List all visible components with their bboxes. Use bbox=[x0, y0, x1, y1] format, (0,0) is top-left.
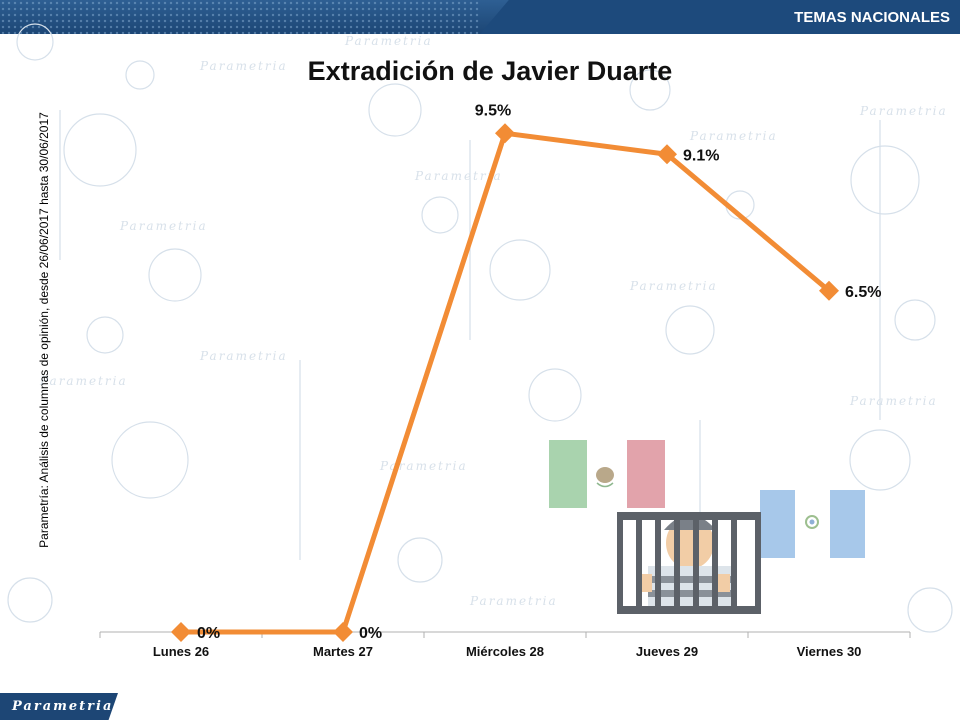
svg-text:Parametria: Parametria bbox=[199, 349, 288, 363]
data-markers bbox=[171, 123, 839, 642]
svg-text:Parametria: Parametria bbox=[414, 169, 503, 183]
svg-text:Parametria: Parametria bbox=[39, 374, 128, 388]
data-label: 6.5% bbox=[845, 284, 881, 301]
svg-text:Parametria: Parametria bbox=[379, 459, 468, 473]
x-axis-labels: Lunes 26 Martes 27 Miércoles 28 Jueves 29 Vi… bbox=[153, 644, 862, 659]
x-tick-label: Lunes 26 bbox=[153, 644, 209, 659]
data-point-marker bbox=[495, 123, 515, 144]
svg-text:Parametria: Parametria bbox=[859, 104, 948, 118]
data-label: 9.1% bbox=[683, 147, 719, 164]
watermark-pattern: Parametria Parametria Parametria Paramet… bbox=[7, 23, 953, 633]
data-label: 0% bbox=[197, 625, 220, 642]
svg-text:Parametria: Parametria bbox=[344, 34, 433, 48]
x-tick-label: Jueves 29 bbox=[636, 644, 698, 659]
prisoner-behind-bars-icon bbox=[617, 512, 761, 614]
footer-brand: Parametria bbox=[0, 693, 118, 720]
header-bar: TEMAS NACIONALES bbox=[0, 0, 960, 34]
flag-guatemala-icon bbox=[760, 490, 865, 558]
x-tick-label: Viernes 30 bbox=[797, 644, 862, 659]
data-point-marker bbox=[819, 280, 839, 301]
x-tick-label: Miércoles 28 bbox=[466, 644, 544, 659]
x-tick-label: Martes 27 bbox=[313, 644, 373, 659]
svg-text:Parametria: Parametria bbox=[689, 129, 778, 143]
data-point-marker bbox=[333, 622, 353, 642]
svg-text:Parametria: Parametria bbox=[849, 394, 938, 408]
footer-brand-label: Parametria bbox=[12, 699, 114, 714]
svg-text:Parametria: Parametria bbox=[119, 219, 208, 233]
svg-text:Parametria: Parametria bbox=[629, 279, 718, 293]
data-label: 9.5% bbox=[475, 102, 511, 119]
source-note: Parametría: Análisis de columnas de opin… bbox=[37, 112, 51, 548]
svg-text:Parametria: Parametria bbox=[199, 59, 288, 73]
data-point-marker bbox=[657, 144, 677, 165]
svg-text:Parametria: Parametria bbox=[469, 594, 558, 608]
flag-mexico-icon bbox=[549, 440, 665, 508]
chart-title: Extradición de Javier Duarte bbox=[307, 56, 673, 86]
header-pattern bbox=[0, 0, 480, 34]
data-labels: 0% 0% 9.5% 9.1% 6.5% bbox=[197, 102, 881, 642]
data-label: 0% bbox=[359, 625, 382, 642]
data-point-marker bbox=[171, 622, 191, 642]
section-tag-label: TEMAS NACIONALES bbox=[794, 8, 950, 26]
section-tag: TEMAS NACIONALES bbox=[480, 0, 960, 34]
